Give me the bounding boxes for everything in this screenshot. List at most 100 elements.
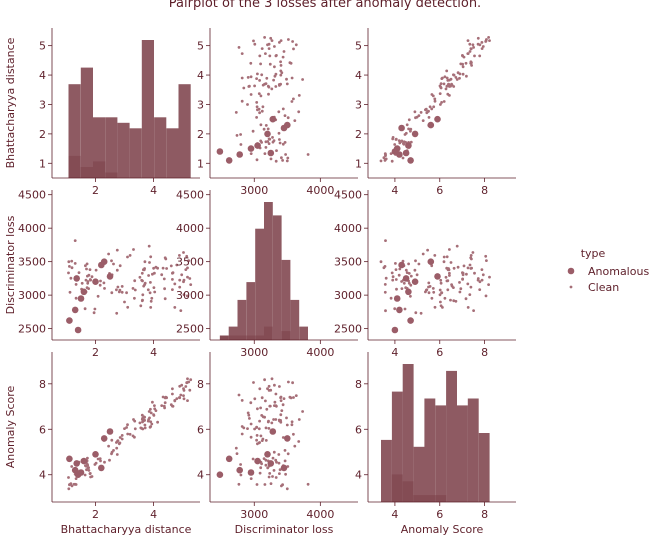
scatter-point-anomalous	[434, 115, 441, 123]
scatter-point-clean	[403, 307, 407, 311]
scatter-point-clean	[252, 39, 255, 43]
scatter-point-clean	[409, 274, 413, 278]
legend-title: type	[581, 247, 606, 260]
scatter-point-clean	[384, 239, 387, 243]
scatter-point-clean	[286, 452, 290, 456]
scatter-point-anomalous	[427, 258, 435, 266]
scatter-point-clean	[281, 107, 285, 111]
scatter-point-clean	[277, 110, 281, 114]
scatter-point-clean	[438, 293, 442, 297]
panel-discriminator-loss-vs-bhattacharyya-distance: 2500 3000 3500 4000 4500 2 4	[18, 189, 200, 359]
x-axis-label-anomaly-score: Anomaly Score	[401, 523, 484, 536]
scatter-point-clean	[270, 39, 274, 42]
scatter-point-clean	[438, 288, 442, 292]
scatter-point-clean	[405, 271, 409, 274]
scatter-point-clean	[448, 271, 451, 275]
histogram-bar-clean	[80, 67, 93, 178]
scatter-point-anomalous	[80, 457, 88, 465]
scatter-point-anomalous	[402, 275, 410, 282]
scatter-point-clean	[447, 267, 450, 270]
scatter-point-clean	[98, 457, 102, 460]
panel-discriminator-loss-vs-discriminator-loss: 2500 3000 3500 4000 4500 3000 4000	[176, 189, 358, 359]
scatter-point-clean	[472, 309, 475, 312]
scatter-point-clean	[264, 463, 268, 467]
scatter-point-clean	[269, 36, 273, 40]
scatter-point-clean	[171, 387, 174, 391]
scatter-point-clean	[257, 107, 261, 111]
scatter-point-clean	[404, 286, 408, 290]
scatter-point-clean	[471, 43, 475, 47]
scatter-point-clean	[417, 262, 421, 266]
scatter-point-clean	[260, 141, 263, 144]
scatter-point-anomalous	[247, 145, 255, 152]
scatter-point-clean	[421, 119, 425, 122]
scatter-point-clean	[89, 278, 92, 282]
scatter-point-clean	[430, 107, 434, 111]
scatter-point-clean	[379, 260, 383, 264]
y-tick-label: 4500	[176, 189, 204, 202]
x-tick-label: 4	[391, 508, 398, 521]
scatter-point-clean	[432, 290, 436, 294]
scatter-point-clean	[240, 76, 244, 80]
scatter-point-clean	[141, 298, 144, 302]
scatter-point-clean	[278, 141, 282, 145]
scatter-point-clean	[281, 436, 285, 439]
scatter-point-anomalous	[247, 469, 255, 476]
scatter-point-clean	[132, 248, 135, 251]
scatter-point-clean	[272, 418, 275, 421]
scatter-point-anomalous	[216, 471, 224, 479]
scatter-point-anomalous	[77, 469, 85, 476]
scatter-point-clean	[267, 384, 271, 388]
scatter-point-clean	[449, 298, 452, 302]
scatter-point-clean	[253, 397, 257, 401]
scatter-point-clean	[481, 273, 485, 277]
scatter-point-clean	[442, 255, 446, 259]
scatter-point-clean	[171, 392, 174, 396]
scatter-point-clean	[73, 239, 77, 243]
scatter-point-clean	[398, 267, 402, 271]
scatter-point-clean	[282, 50, 286, 53]
scatter-point-clean	[249, 435, 253, 439]
scatter-point-clean	[278, 472, 281, 475]
scatter-point-clean	[73, 262, 77, 265]
scatter-point-clean	[488, 39, 491, 42]
scatter-point-clean	[266, 127, 270, 131]
histogram-bar-clean	[105, 117, 118, 178]
scatter-point-clean	[484, 254, 488, 258]
scatter-point-clean	[470, 64, 473, 67]
chart-title: Pairplot of the 3 losses after anomaly d…	[169, 0, 481, 11]
scatter-point-clean	[146, 288, 150, 292]
scatter-point-clean	[103, 287, 106, 290]
scatter-point-clean	[112, 449, 115, 452]
scatter-point-clean	[284, 472, 287, 476]
scatter-point-clean	[249, 93, 253, 96]
scatter-point-clean	[249, 422, 253, 426]
histogram-bar-clean	[272, 215, 282, 340]
scatter-point-clean	[90, 275, 94, 279]
scatter-point-clean	[487, 283, 490, 286]
scatter-point-clean	[258, 471, 262, 475]
histogram-bar-anomalous	[402, 481, 414, 502]
scatter-point-clean	[409, 127, 413, 131]
scatter-point-clean	[292, 432, 295, 436]
scatter-point-clean	[461, 65, 465, 69]
scatter-point-clean	[133, 288, 137, 292]
scatter-point-clean	[173, 399, 177, 402]
scatter-point-clean	[140, 271, 144, 275]
scatter-point-anomalous	[92, 278, 99, 286]
scatter-point-clean	[162, 277, 166, 281]
scatter-point-clean	[469, 267, 473, 270]
scatter-point-clean	[271, 136, 274, 139]
scatter-point-clean	[442, 260, 446, 264]
scatter-point-clean	[270, 421, 274, 425]
histogram-bar-clean	[68, 84, 81, 178]
scatter-point-clean	[384, 309, 387, 313]
legend-label-anomalous: Anomalous	[588, 265, 649, 278]
scatter-point-anomalous	[284, 435, 291, 442]
scatter-point-clean	[426, 110, 429, 114]
scatter-point-clean	[120, 285, 124, 288]
histogram-bar-anomalous	[246, 335, 256, 340]
scatter-point-clean	[444, 275, 448, 279]
scatter-point-clean	[148, 291, 152, 295]
scatter-point-clean	[279, 413, 283, 417]
